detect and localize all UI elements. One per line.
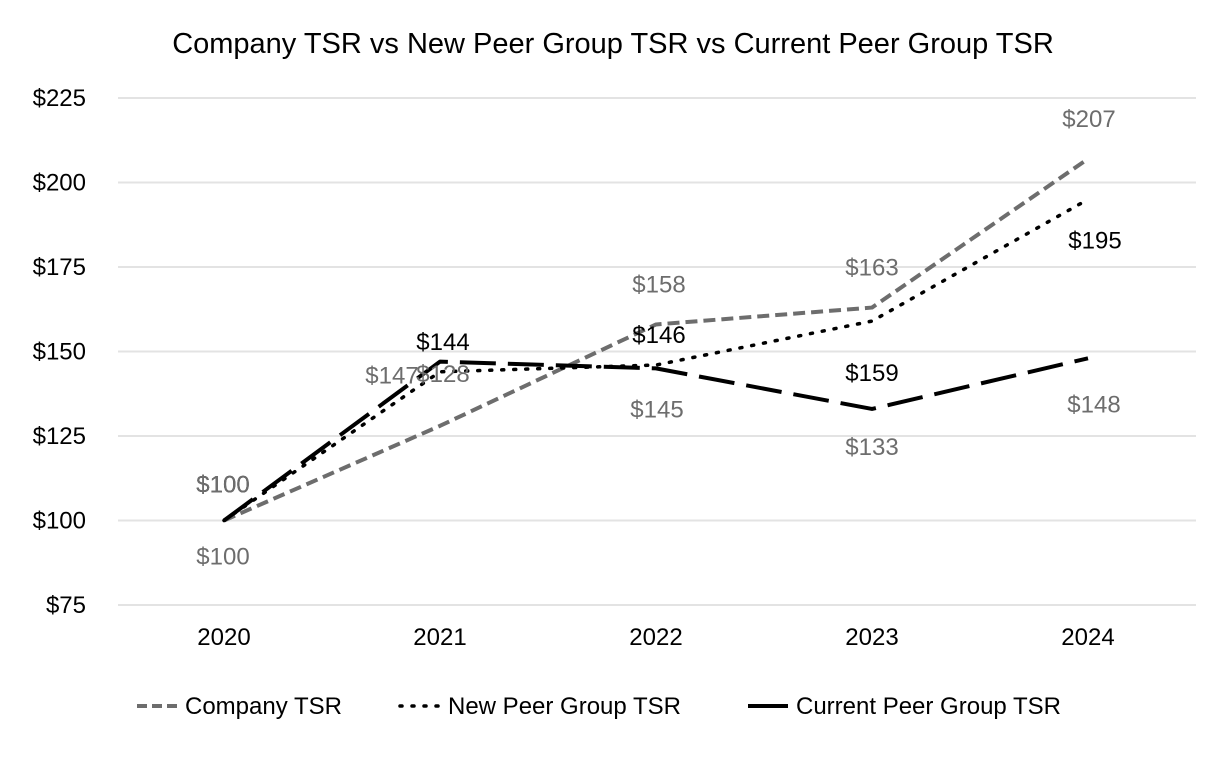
data-label: $207 <box>1062 106 1115 133</box>
series-line <box>223 157 1090 523</box>
y-tick-label: $125 <box>33 423 86 450</box>
data-label: $144 <box>416 329 469 356</box>
legend-label: New Peer Group TSR <box>448 693 681 720</box>
y-tick-label: $175 <box>33 254 86 281</box>
data-label: $100 <box>196 472 249 499</box>
data-label: $100 <box>196 544 249 571</box>
x-tick-label: 2024 <box>1061 624 1114 651</box>
x-tick-label: 2023 <box>845 624 898 651</box>
data-label: $100 <box>196 472 249 499</box>
x-tick-label: 2021 <box>413 624 466 651</box>
legend-label: Current Peer Group TSR <box>796 693 1061 720</box>
data-label: $163 <box>845 255 898 282</box>
data-label: $159 <box>845 360 898 387</box>
y-tick-label: $100 <box>33 508 86 535</box>
gridlines <box>118 97 1196 606</box>
x-tick-label: 2022 <box>629 624 682 651</box>
chart-title: Company TSR vs New Peer Group TSR vs Cur… <box>172 28 1054 60</box>
data-label: $195 <box>1068 227 1121 254</box>
data-label: $133 <box>845 434 898 461</box>
legend: Company TSR New Peer Group TSR Current Pee… <box>137 693 1061 720</box>
axis-labels: $75 $100 $125 $150 $175 $200 $225 2020 2021 2022 2… <box>33 85 1115 651</box>
legend-label: Company TSR <box>185 693 342 720</box>
y-tick-label: $200 <box>33 170 86 197</box>
data-label: $147 <box>365 363 418 390</box>
y-tick-label: $75 <box>46 592 86 619</box>
y-tick-label: $225 <box>33 85 86 112</box>
data-labels: $100 $128 $158 $163 $207 $100 $144 $146 $159 $195… <box>196 106 1121 571</box>
data-label: $146 <box>632 322 685 349</box>
data-label: $145 <box>630 396 683 423</box>
series-lines <box>222 157 1090 523</box>
data-label: $148 <box>1067 391 1120 418</box>
data-label: $128 <box>416 361 469 388</box>
series-line <box>222 356 1089 523</box>
x-tick-label: 2020 <box>197 624 250 651</box>
y-tick-label: $150 <box>33 339 86 366</box>
series-line <box>222 197 1090 523</box>
data-label: $158 <box>632 271 685 298</box>
